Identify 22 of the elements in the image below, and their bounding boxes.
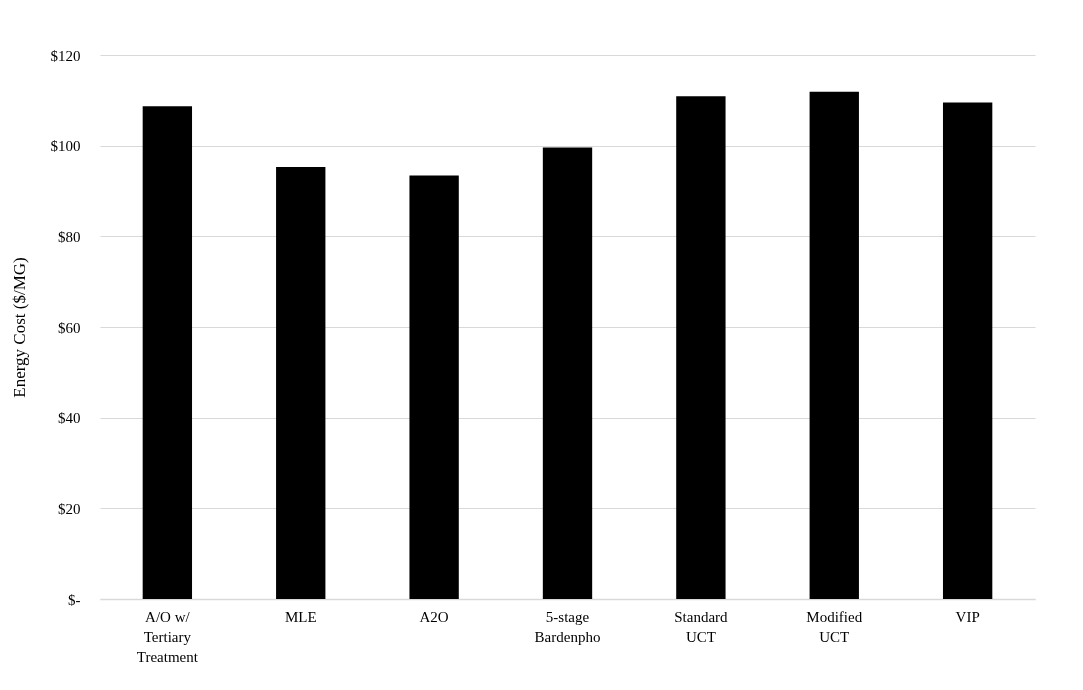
bar: [542, 147, 593, 599]
y-tick-label: $-: [68, 591, 81, 608]
y-tick-label: $80: [58, 228, 81, 245]
y-tick-label: $40: [58, 410, 81, 427]
bar: [676, 96, 726, 599]
x-tick-label: MLE: [284, 608, 317, 625]
x-tick-label: Standard UCT: [674, 608, 729, 645]
bar: [142, 106, 193, 599]
x-tick-label: 5-stage Bardenpho: [534, 608, 601, 645]
bar: [409, 175, 459, 599]
y-axis-title: Energy Cost ($/MG): [9, 257, 29, 398]
bar: [809, 91, 859, 599]
y-tick-label: $60: [58, 319, 81, 336]
bar: [942, 102, 993, 599]
y-tick-label: $120: [50, 47, 81, 64]
y-tick-label: $20: [58, 500, 81, 517]
x-tick-label: A2O: [419, 608, 449, 625]
bar: [276, 166, 326, 599]
x-tick-label: A/O w/ Tertiary Treatment: [136, 608, 199, 665]
x-tick-label: Modified UCT: [806, 608, 863, 645]
y-tick-label: $100: [50, 138, 81, 155]
x-tick-label: VIP: [955, 608, 980, 625]
